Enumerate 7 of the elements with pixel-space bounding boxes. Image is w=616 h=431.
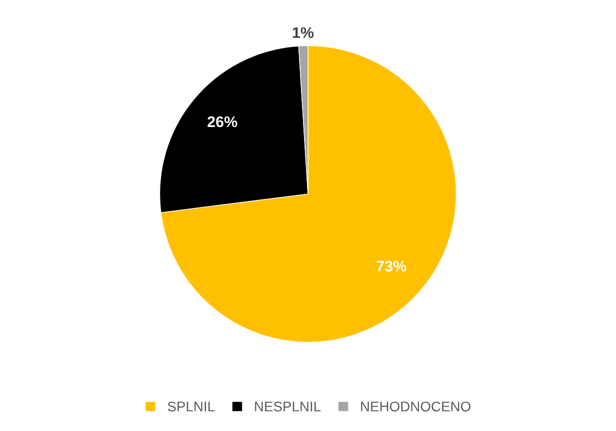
data-label: 73% [376, 260, 406, 272]
legend-label: NESPLNIL [255, 402, 321, 412]
data-label: 26% [208, 116, 238, 128]
legend-label: SPLNIL [168, 402, 215, 412]
data-label: 1% [292, 27, 314, 38]
pie-slice [160, 45, 457, 343]
legend-label: NEHODNOCENO [361, 402, 470, 412]
